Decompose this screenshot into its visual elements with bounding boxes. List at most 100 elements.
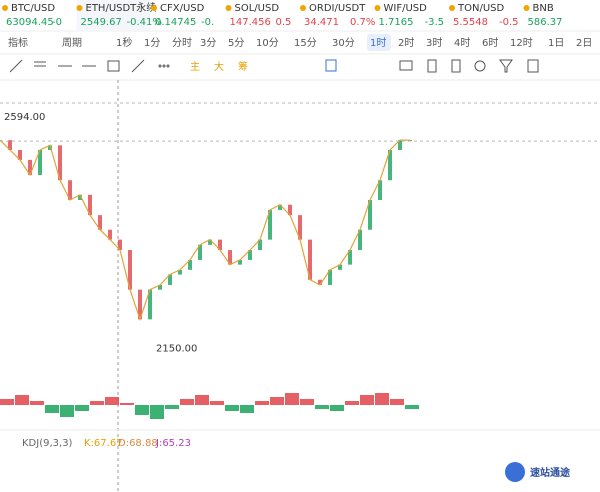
tool-label[interactable]: 主: [190, 61, 200, 73]
candle: [68, 180, 72, 201]
macd-bar: [390, 399, 404, 405]
ticker-change: -0.: [201, 17, 214, 28]
macd-bar: [90, 401, 104, 405]
toolbar-item[interactable]: 3分: [200, 37, 216, 49]
ticker-price: 34.471: [304, 17, 339, 28]
macd-bar: [45, 405, 59, 413]
toolbar-item[interactable]: 30分: [332, 37, 355, 49]
toolbar-item[interactable]: 5分: [228, 37, 244, 49]
toolbar-item[interactable]: 3时: [426, 37, 442, 49]
macd-bar: [210, 401, 224, 405]
ticker-icon: [523, 5, 530, 11]
macd-bar: [225, 405, 239, 411]
toolbar-item[interactable]: 2日: [576, 38, 592, 49]
low-label: 2150.00: [156, 344, 197, 355]
candle: [158, 284, 162, 290]
indicator-name: KDJ(9,3,3): [22, 438, 73, 449]
k-value: K:67.67: [84, 438, 123, 449]
macd-bar: [315, 405, 329, 409]
ticker-change: -0: [52, 17, 62, 28]
toolbar-item[interactable]: 1时: [370, 37, 386, 49]
macd-bar: [60, 405, 74, 417]
ticker-icon: [374, 5, 381, 11]
candle: [198, 244, 202, 260]
macd-bar: [120, 403, 134, 405]
ticker-price: 63094.45: [6, 17, 54, 28]
ticker-name: BNB: [533, 3, 554, 14]
macd-bar: [375, 393, 389, 405]
toolbar-item[interactable]: 6时: [482, 37, 498, 49]
ticker-icon: [449, 5, 455, 11]
macd-bar: [405, 405, 419, 409]
candle: [248, 250, 252, 260]
toolbar-item[interactable]: 12时: [510, 37, 533, 49]
candle: [138, 289, 142, 320]
toolbar-item[interactable]: 周期: [62, 37, 82, 49]
tool-label[interactable]: 筹: [238, 60, 248, 73]
candle: [18, 150, 22, 160]
ticker-price: 5.5548: [453, 17, 488, 28]
macd-bar: [240, 405, 254, 413]
toolbar-item[interactable]: 分时: [172, 37, 192, 49]
toolbar-item[interactable]: 10分: [256, 37, 279, 49]
ticker-icon: [225, 5, 232, 11]
candle: [218, 239, 222, 251]
tool-label[interactable]: 大: [214, 60, 224, 73]
ticker-icon: [76, 5, 83, 11]
macd-bar: [165, 405, 179, 409]
ticker-name: TON/USD: [457, 3, 504, 14]
toolbar-item[interactable]: 1分: [144, 37, 160, 49]
toolbar-item[interactable]: 4时: [454, 37, 470, 49]
candle: [188, 259, 192, 270]
ticker-change: -3.5: [425, 17, 445, 28]
macd-bar: [270, 397, 284, 405]
candle: [288, 204, 292, 216]
macd-bar: [0, 399, 14, 405]
candle: [148, 289, 152, 320]
candle: [8, 140, 12, 151]
ticker-change: 0.7%: [350, 17, 375, 28]
macd-bar: [135, 405, 149, 415]
candle: [378, 180, 382, 201]
macd-bar: [15, 395, 29, 405]
price-line: [0, 139, 410, 322]
ticker-price: 2549.67: [81, 17, 122, 28]
ticker-name: WIF/USD: [384, 3, 428, 14]
selected-period-bg: [367, 34, 391, 51]
macd-bar: [150, 405, 164, 419]
candle: [328, 269, 332, 285]
candle: [168, 274, 172, 285]
candle: [128, 250, 132, 290]
macd-bar: [345, 401, 359, 405]
macd-bar: [360, 395, 374, 405]
candle: [388, 150, 392, 181]
candle: [108, 229, 112, 240]
macd-bar: [285, 393, 299, 405]
candle: [48, 145, 52, 151]
toolbar-item[interactable]: 1日: [548, 38, 564, 49]
candle: [28, 159, 32, 176]
ticker-icon: [151, 5, 157, 11]
high-label: 2594.00: [4, 112, 45, 123]
macd-bar: [255, 401, 269, 405]
candle: [318, 279, 322, 285]
candle: [208, 239, 212, 245]
ticker-name: ORDI/USDT: [309, 3, 366, 14]
toolbar-item[interactable]: 指标: [8, 36, 28, 49]
candle: [228, 250, 232, 265]
ticker-icon: [300, 5, 306, 11]
ticker-price: 0.14745: [155, 17, 196, 28]
candle: [178, 269, 182, 275]
toolbar-item[interactable]: 15分: [294, 37, 317, 49]
ticker-change: -0.5: [499, 17, 519, 28]
ticker-name: BTC/USD: [11, 3, 55, 14]
toolbar-item[interactable]: 1秒: [116, 36, 132, 49]
candle: [348, 250, 352, 265]
drawing-tools: [9, 59, 539, 73]
candle: [368, 200, 372, 230]
candle: [88, 194, 92, 216]
toolbar-item[interactable]: 2时: [398, 37, 414, 49]
ticker-price: 586.37: [528, 17, 563, 28]
macd-bar: [330, 405, 344, 411]
